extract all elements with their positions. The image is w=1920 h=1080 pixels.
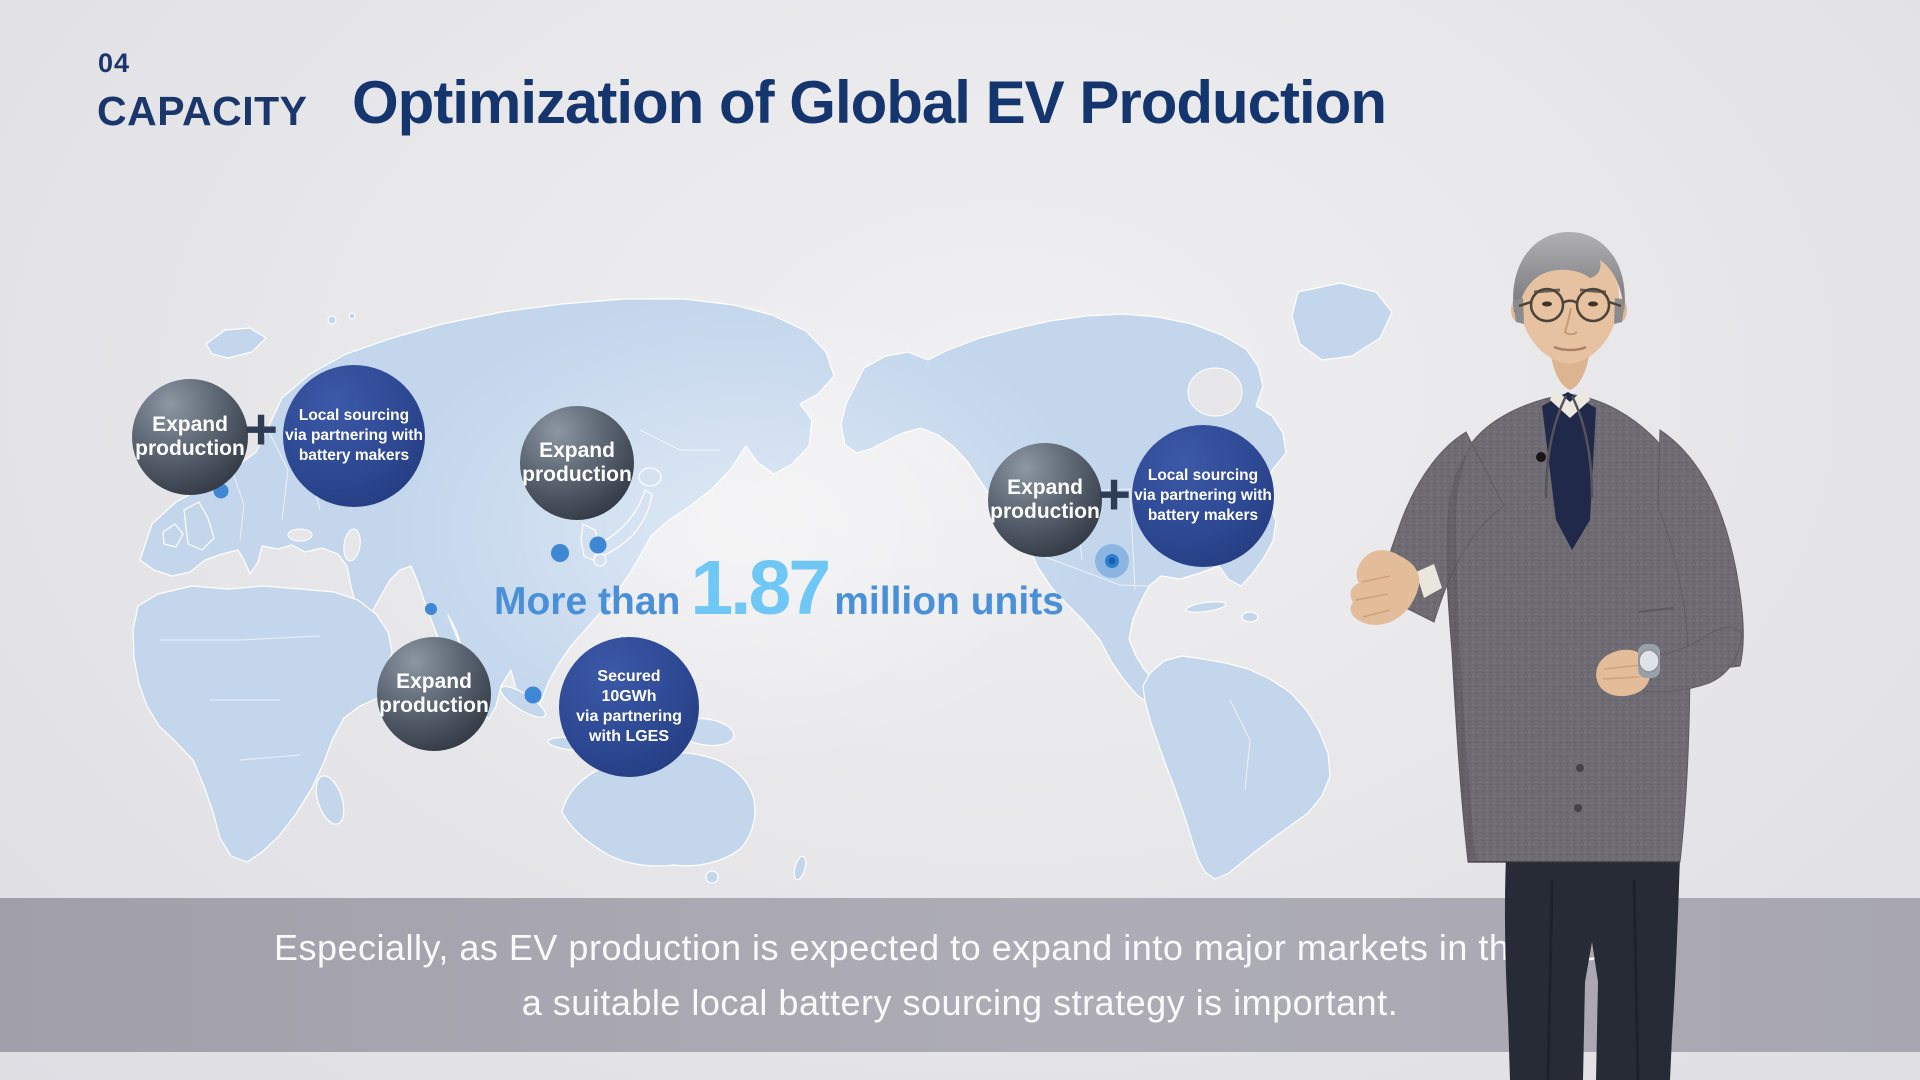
stat-value: 1.87 [690,545,831,631]
caption-line-1: Especially, as EV production is expected… [273,926,1647,968]
location-marker-china [551,544,569,562]
caption-line-2: a suitable local battery sourcing strate… [521,981,1399,1023]
stat-suffix: million units [834,580,1064,623]
map-africa [132,585,407,863]
map-cuba [1185,601,1227,613]
presenter-head [1511,232,1627,390]
wrist-watch [1638,644,1660,678]
glasses-icon [1518,287,1622,323]
map-hokkaido [638,467,662,487]
presenter-left-hand [1596,649,1651,697]
map-hudson-bay [1187,367,1243,417]
plus-icon-europe: + [244,396,278,462]
location-marker-indonesia [524,686,542,704]
secured-circle-sea: Secured 10GWh via partnering with LGES [559,637,699,777]
map-madagascar [315,775,345,825]
sourcing-circle-europe: Local sourcing via partnering with batte… [283,365,425,507]
production-stat: More than 1.87 million units [494,550,1064,627]
presenter-right-hand [1350,550,1420,625]
lavalier-mic [1536,452,1546,462]
map-light-glow [380,290,1100,770]
plus-icon-na: + [1097,461,1131,527]
map-britain [183,501,215,551]
presenter-trousers [1504,856,1680,1080]
location-marker-usa-core [1108,557,1116,565]
location-marker-india [425,603,437,615]
map-iceland [205,327,267,359]
presenter-shirt-collar [1550,387,1590,418]
slide-number: 04 [98,48,131,78]
map-south-america [1142,655,1331,880]
location-marker-korea [589,536,607,554]
presenter-jacket [1377,393,1744,863]
expand-circle-sea: Expand production [377,637,491,751]
expand-circle-europe: Expand production [132,379,248,495]
sourcing-circle-na: Local sourcing via partnering with batte… [1132,425,1274,567]
expand-circle-na: Expand production [988,443,1102,557]
presenter-photo [1350,232,1744,1080]
stat-prefix: More than [494,580,681,623]
map-greenland [1291,282,1393,361]
presenter-sweater [1542,392,1596,550]
section-label: CAPACITY [97,88,308,134]
map-ireland [162,523,184,548]
expand-circle-asia: Expand production [520,406,634,520]
page-title: Optimization of Global EV Production [352,69,1387,136]
presenter-hair [1513,232,1625,312]
